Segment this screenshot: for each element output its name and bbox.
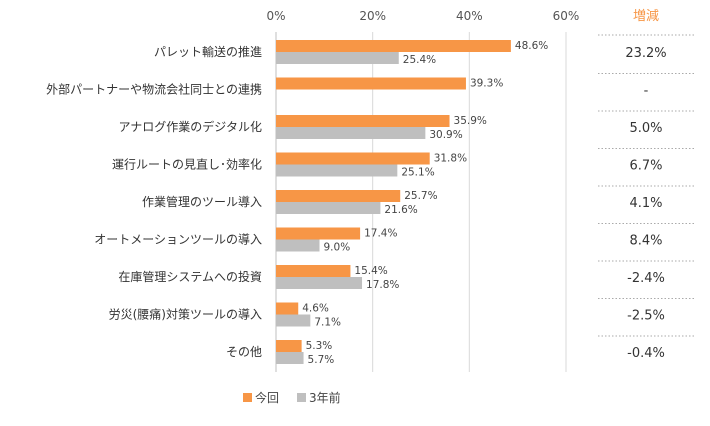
diff-value: -2.4% (627, 271, 665, 286)
category-label: 作業管理のツール導入 (142, 194, 262, 209)
diff-header: 増減 (633, 8, 659, 24)
legend-label: 今回 (255, 390, 279, 405)
x-tick-label: 40% (456, 9, 483, 23)
category-label: その他 (226, 345, 262, 359)
bar-3-years-ago (276, 164, 398, 177)
bar-3-years-ago (276, 277, 363, 289)
diff-value: 23.2% (625, 46, 666, 61)
data-label-3-years-ago: 7.1% (314, 317, 341, 329)
data-label-3-years-ago: 9.0% (324, 242, 351, 254)
data-label-3-years-ago: 17.8% (366, 279, 399, 291)
data-label-current: 48.6% (515, 40, 548, 52)
data-label-current: 39.3% (470, 78, 503, 90)
legend-swatch (243, 393, 252, 402)
data-labels: 48.6% 25.4% 39.3% 35.9% 30.9% 31.8%25.1% 25.7%… (302, 40, 548, 366)
bar-current (276, 265, 351, 277)
category-label: 在庫管理システムへの投資 (118, 269, 262, 284)
bar-current (276, 227, 361, 240)
category-label: アナログ作業のデジタル化 (118, 119, 262, 134)
diff-value: 4.1% (629, 196, 662, 211)
category-labels: パレット輸送の推進外部パートナーや物流会社同士との連携アナログ作業のデジタル化運… (46, 44, 262, 359)
diff-value: - (644, 84, 649, 99)
bar-current (276, 40, 511, 52)
bar-current (276, 340, 302, 352)
x-tick-label: 0% (266, 9, 285, 23)
bar-3-years-ago (276, 239, 320, 252)
data-label-current: 15.4% (354, 265, 387, 277)
data-label-current: 4.6% (302, 303, 329, 315)
legend-label: 3年前 (309, 390, 341, 405)
diff-value: -2.5% (627, 309, 665, 324)
bar-3-years-ago (276, 314, 311, 327)
diff-value: 8.4% (629, 234, 662, 249)
data-label-3-years-ago: 5.7% (308, 354, 335, 366)
bar-current (276, 190, 401, 202)
data-label-3-years-ago: 30.9% (429, 129, 462, 141)
bar-current (276, 302, 299, 315)
x-tick-label: 60% (553, 9, 580, 23)
legend-swatch (297, 393, 306, 402)
category-label: パレット輸送の推進 (154, 44, 262, 59)
bar-current (276, 115, 450, 127)
data-label-current: 35.9% (454, 115, 487, 127)
data-label-3-years-ago: 25.1% (401, 167, 434, 179)
diff-value: -0.4% (627, 346, 665, 361)
category-label: 労災(腰痛)対策ツールの導入 (109, 307, 262, 322)
bar-3-years-ago (276, 202, 381, 214)
diff-value: 6.7% (629, 159, 662, 174)
diff-value: 5.0% (629, 121, 662, 136)
data-label-3-years-ago: 25.4% (403, 54, 436, 66)
data-label-current: 31.8% (434, 153, 467, 165)
bars (276, 40, 511, 364)
data-label-current: 5.3% (306, 340, 333, 352)
data-label-3-years-ago: 21.6% (384, 204, 417, 216)
bar-3-years-ago (276, 352, 304, 364)
data-label-current: 17.4% (364, 228, 397, 240)
x-axis-ticks: 0% 20% 40% 60% (266, 9, 579, 23)
bar-3-years-ago (276, 52, 399, 64)
diff-column: 増減 23.2% - 5.0% 6.7% 4.1% 8.4% -2.4% -2.5% -0.4% (598, 8, 694, 361)
bar-3-years-ago (276, 127, 426, 139)
category-label: 運行ルートの見直し･効率化 (112, 157, 262, 172)
data-label-current: 25.7% (404, 190, 437, 202)
bar-current (276, 152, 430, 165)
category-label: 外部パートナーや物流会社同士との連携 (46, 82, 262, 97)
category-label: オートメーションツールの導入 (94, 233, 262, 247)
legend: 今回 3年前 (243, 390, 341, 405)
x-tick-label: 20% (359, 9, 386, 23)
bar-current (276, 77, 466, 90)
